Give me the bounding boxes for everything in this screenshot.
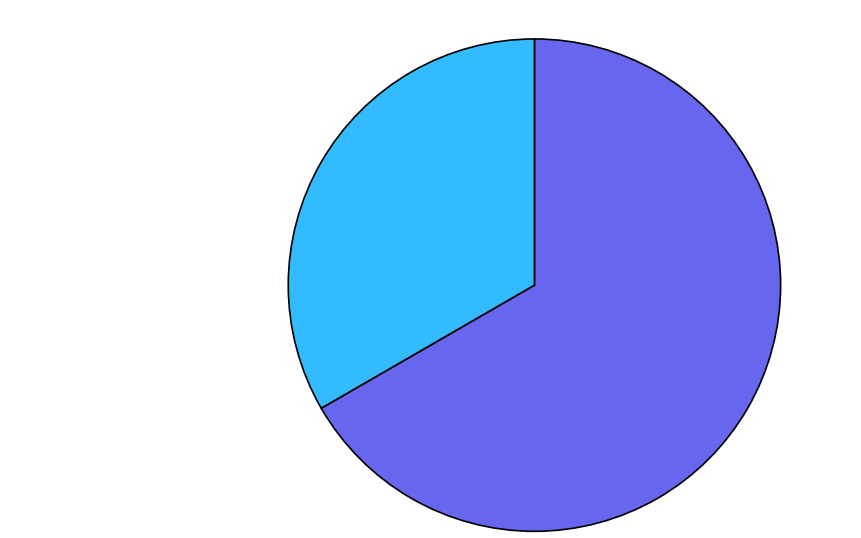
Wedge shape — [321, 39, 780, 532]
Wedge shape — [288, 39, 534, 408]
